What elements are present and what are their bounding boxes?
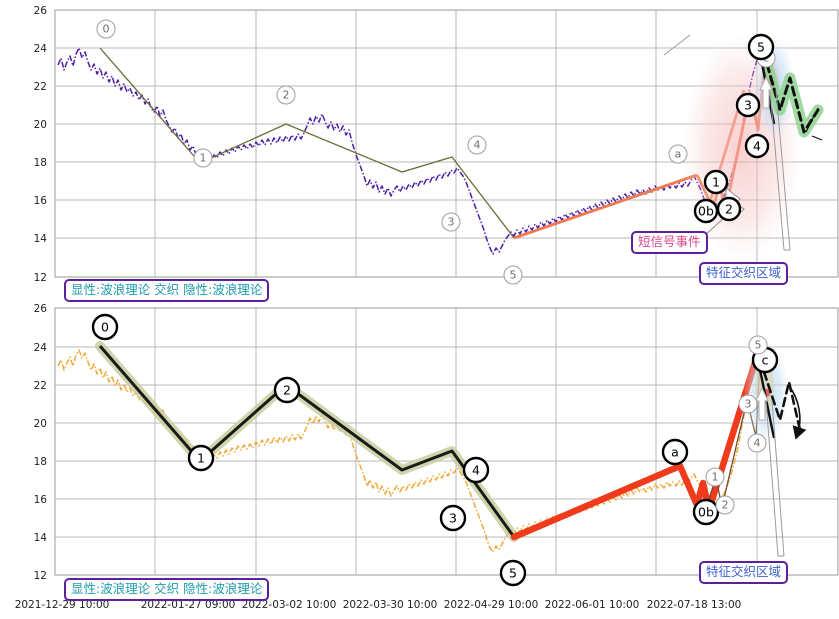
xtick-0: 2021-12-29 10:00 [15,599,110,611]
ytick-b-24: 24 [34,342,48,354]
top-panel-upper-pointer [663,34,691,56]
bottom-panel-grid [54,307,839,576]
bottom-panel-label-3: 3 [439,504,467,532]
svg-text:1: 1 [712,471,719,484]
bottom-panel-label-4b: 4 [747,433,767,453]
short-signal-event-box: 短信号事件 [631,231,708,254]
svg-text:2: 2 [283,89,290,102]
ytick-b-18: 18 [34,456,47,468]
svg-text:3: 3 [448,216,455,229]
xtick-2: 2022-03-02 10:00 [242,599,337,611]
svg-text:4: 4 [472,463,480,478]
xtick-4: 2022-04-29 10:00 [444,599,539,611]
feature-zone-box-bottom: 特征交织区域 [699,561,789,584]
svg-text:c: c [762,353,769,368]
top-panel-pointer-line [769,89,791,251]
svg-text:0: 0 [101,320,109,335]
ytick-14: 14 [34,233,48,245]
bottom-panel-pointer-line [765,399,785,557]
xtick-3: 2022-03-30 10:00 [343,599,438,611]
bottom-panel-label-3b: 3 [738,394,758,414]
ytick-b-22: 22 [34,380,47,392]
bottom-panel-label-1: 1 [187,444,215,472]
bottom-panel-wave-lines [98,345,516,538]
svg-text:4: 4 [754,437,761,450]
top-panel-up-arrow-marker [759,75,773,109]
svg-text:5: 5 [755,339,762,352]
svg-text:3: 3 [744,98,752,113]
svg-text:5: 5 [510,269,517,282]
svg-text:0: 0 [103,23,110,36]
top-panel-label-2: 2 [276,85,296,105]
top-panel-label-a: a [668,144,688,164]
ytick-24: 24 [34,43,48,55]
top-panel-label-4b: 4 [744,133,770,159]
ytick-b-14: 14 [34,532,48,544]
svg-text:2: 2 [725,202,733,217]
top-panel-label-5: 5 [503,265,523,285]
top-panel-label-1: 1 [193,148,213,168]
svg-text:4: 4 [474,139,481,152]
svg-text:0b: 0b [698,505,714,520]
legend-box-bottom: 显性:波浪理论 交织 隐性:波浪理论 [64,578,270,601]
bottom-panel-label-4: 4 [462,456,490,484]
bottom-panel-label-1b: 1 [705,467,725,487]
ytick-b-16: 16 [34,494,48,506]
bottom-panel-label-0: 0 [91,313,119,341]
top-panel-label-5b: 5 [747,33,775,61]
svg-text:0b: 0b [698,204,714,219]
bottom-panel-price-line [57,349,758,553]
top-panel-y-axis-labels: 26 24 22 20 18 16 14 12 [34,5,48,284]
top-panel-label-0b: 0b [693,198,719,224]
svg-text:1: 1 [197,451,205,466]
ytick-b-12: 12 [34,570,47,582]
ytick-18: 18 [34,157,47,169]
top-panel-label-0: 0 [96,19,116,39]
ytick-20: 20 [34,119,47,131]
svg-text:4: 4 [753,139,761,154]
xtick-6: 2022-07-18 13:00 [647,599,742,611]
feature-zone-box-top: 特征交织区域 [699,262,789,285]
svg-text:a: a [671,445,679,460]
xtick-1: 2022-01-27 09:00 [141,599,236,611]
bottom-panel-label-a: a [661,438,689,466]
svg-text:2: 2 [283,383,291,398]
svg-text:1: 1 [712,175,720,190]
top-panel-label-1b: 1 [703,169,729,195]
svg-text:3: 3 [449,511,457,526]
top-panel-label-3b: 3 [735,92,761,118]
svg-text:5: 5 [757,40,765,55]
bottom-panel-label-5: 5 [499,559,527,587]
svg-text:3: 3 [745,398,752,411]
top-panel-label-3: 3 [441,212,461,232]
ytick-b-26: 26 [34,303,48,315]
bottom-panel-y-axis-labels: 26 24 22 20 18 16 14 12 [34,303,48,582]
svg-text:1: 1 [200,152,207,165]
top-panel-grid [54,9,839,278]
top-panel-label-2b: 2 [716,196,742,222]
top-panel-label-4: 4 [467,135,487,155]
svg-text:2: 2 [722,499,729,512]
bottom-panel-label-2b: 2 [715,495,735,515]
ytick-26: 26 [34,5,48,17]
xtick-5: 2022-06-01 10:00 [545,599,640,611]
ytick-12: 12 [34,272,47,284]
ytick-22: 22 [34,81,47,93]
x-axis-labels: 2021-12-29 10:00 2022-01-27 09:00 2022-0… [15,599,742,611]
bottom-panel-label-0b: 0b [692,498,720,526]
bottom-panel-label-5b: 5 [748,335,768,355]
bottom-panel-label-2: 2 [273,376,301,404]
top-panel-wave-lines [99,47,515,239]
top-panel-price-line [57,47,758,255]
ytick-16: 16 [34,195,48,207]
svg-text:5: 5 [509,566,517,581]
svg-text:a: a [675,148,682,161]
legend-box-top: 显性:波浪理论 交织 隐性:波浪理论 [64,279,270,302]
ytick-b-20: 20 [34,418,47,430]
